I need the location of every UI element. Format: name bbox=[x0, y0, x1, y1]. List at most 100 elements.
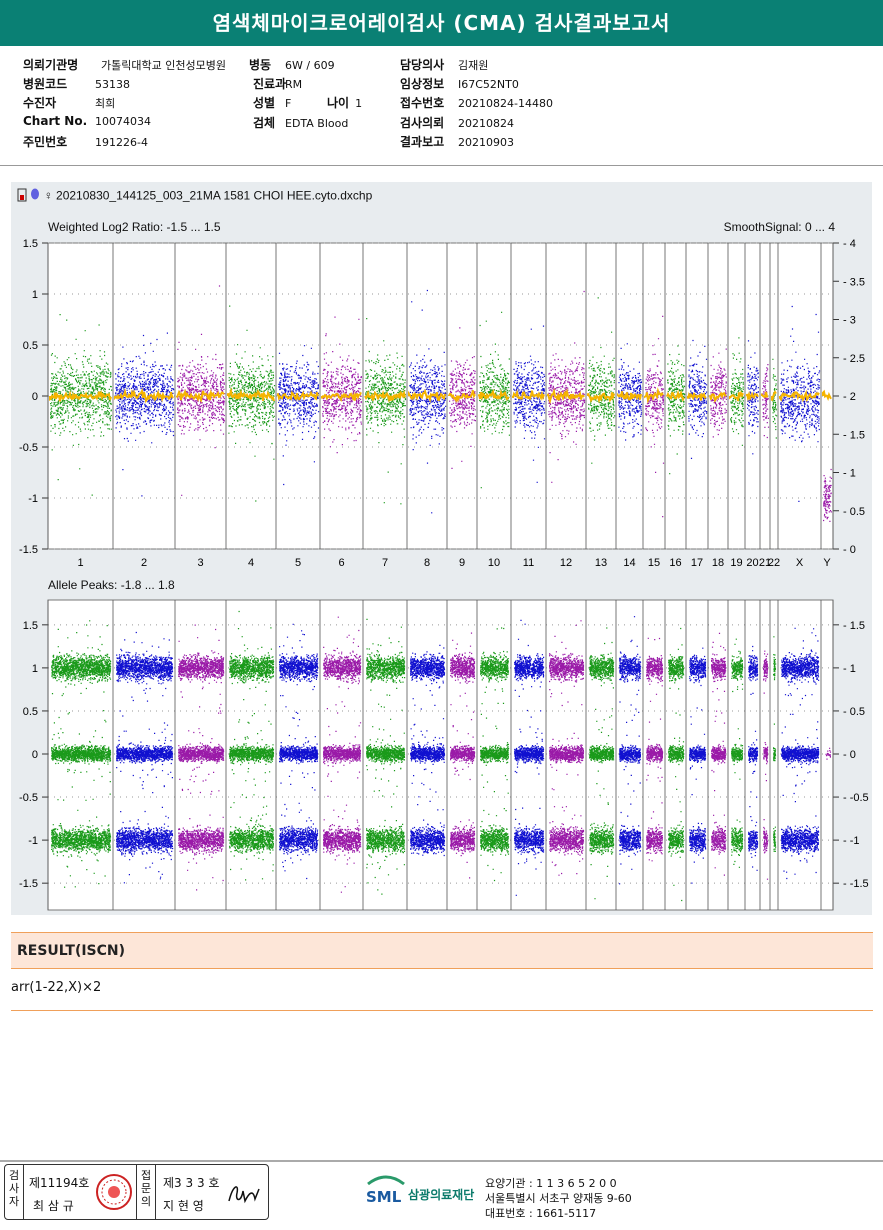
chromosome-label-19: 19 bbox=[730, 557, 742, 569]
org-name: 삼광의료재단 bbox=[408, 1188, 475, 1202]
top-left-tick-label: 0.5 bbox=[23, 340, 38, 352]
bottom-plot-title: Allele Peaks: -1.8 ... 1.8 bbox=[48, 578, 175, 592]
top-right-tick-label: - 0.5 bbox=[843, 506, 865, 518]
info-ward: 병동 6W / 609 bbox=[249, 58, 335, 72]
svg-text:SML: SML bbox=[366, 1188, 402, 1206]
bottom-left-tick-label: 1 bbox=[32, 663, 38, 675]
bottom-left-tick-label: -0.5 bbox=[19, 792, 38, 804]
top-right-tick-label: - 4 bbox=[843, 238, 856, 250]
info-patient-name: 수진자 최희 bbox=[23, 96, 116, 110]
top-right-tick-label: - 2.5 bbox=[843, 353, 865, 365]
info-requesting-hospital: 의뢰기관명 가톨릭대학교 인천성모병원 bbox=[23, 58, 226, 72]
chromosome-label-Y: Y bbox=[823, 557, 831, 569]
bottom-left-tick-label: 0 bbox=[32, 749, 38, 761]
allele-peaks-scatter bbox=[51, 610, 832, 902]
info-clinical: 임상정보 I67C52NT0 bbox=[400, 77, 519, 91]
signature-box: 검사자 제11194호 최 삼 규 접문의 제3 3 3 호 지 현 영 bbox=[4, 1164, 269, 1220]
chromosome-label-10: 10 bbox=[488, 557, 500, 569]
info-sex: 성별 F bbox=[253, 96, 292, 110]
chromosome-label-8: 8 bbox=[424, 557, 430, 569]
info-hospital-code: 병원코드 53138 bbox=[23, 77, 130, 91]
top-left-tick-label: 1.5 bbox=[23, 238, 38, 250]
bottom-right-tick-label: - 0 bbox=[843, 749, 856, 761]
confirmer-label: 접문의 bbox=[140, 1169, 152, 1208]
confirmer-name: 지 현 영 bbox=[163, 1199, 204, 1213]
top-plot-right-title: SmoothSignal: 0 ... 4 bbox=[723, 220, 835, 234]
info-specimen: 검체 EDTA Blood bbox=[253, 116, 349, 130]
plot-filename: 20210830_144125_003_21MA 1581 CHOI HEE.c… bbox=[56, 188, 373, 203]
top-left-tick-label: 1 bbox=[32, 289, 38, 301]
result-iscn: arr(1-22,X)×2 bbox=[11, 980, 102, 995]
bottom-right-tick-label: - -0.5 bbox=[843, 792, 869, 804]
chromosome-label-2: 2 bbox=[141, 557, 147, 569]
top-left-tick-label: -1.5 bbox=[19, 544, 38, 556]
info-resident-no: 주민번호 191226-4 bbox=[23, 135, 148, 149]
result-divider bbox=[11, 1010, 873, 1011]
org-institution-code: 요양기관 : 1 1 3 6 5 2 0 0 bbox=[485, 1177, 617, 1190]
chromosome-label-X: X bbox=[796, 557, 804, 569]
org-phone: 대표번호 : 1661-5117 bbox=[485, 1207, 597, 1220]
chromosome-label-18: 18 bbox=[712, 557, 724, 569]
top-plot-title: Weighted Log2 Ratio: -1.5 ... 1.5 bbox=[48, 220, 221, 234]
chromosome-label-6: 6 bbox=[338, 557, 344, 569]
log2-ratio-scatter bbox=[49, 285, 832, 522]
sml-logo: SML bbox=[364, 1172, 408, 1216]
chromosome-label-16: 16 bbox=[669, 557, 681, 569]
bottom-right-tick-label: - 1.5 bbox=[843, 620, 865, 632]
footer-divider bbox=[0, 1160, 883, 1162]
top-right-tick-label: - 3 bbox=[843, 315, 856, 327]
info-doctor: 담당의사 김재원 bbox=[400, 58, 489, 72]
plot-file-header: ♀ 20210830_144125_003_21MA 1581 CHOI HEE… bbox=[17, 188, 372, 205]
top-left-tick-label: -1 bbox=[28, 493, 38, 505]
chromosome-label-20: 20 bbox=[746, 557, 758, 569]
org-address: 서울특별시 서초구 양재동 9-60 bbox=[485, 1192, 632, 1205]
bottom-right-tick-label: - 1 bbox=[843, 663, 856, 675]
cma-plot-panel: ♀ 20210830_144125_003_21MA 1581 CHOI HEE… bbox=[11, 182, 872, 915]
top-right-tick-label: - 1 bbox=[843, 468, 856, 480]
inspector-label: 검사자 bbox=[8, 1169, 20, 1208]
info-report-date: 결과보고 20210903 bbox=[400, 135, 514, 149]
info-department: 진료과RM bbox=[253, 77, 303, 91]
bottom-left-tick-label: 0.5 bbox=[23, 706, 38, 718]
chromosome-label-21: 21 bbox=[759, 557, 771, 569]
confirmer-license: 제3 3 3 호 bbox=[163, 1176, 220, 1190]
official-seal-icon bbox=[95, 1173, 133, 1215]
chromosome-label-12: 12 bbox=[560, 557, 572, 569]
top-left-tick-label: 0 bbox=[32, 391, 38, 403]
top-right-tick-label: - 2 bbox=[843, 391, 856, 403]
patient-info: 의뢰기관명 가톨릭대학교 인천성모병원 병원코드 53138 수진자 최희 Chart… bbox=[0, 48, 883, 166]
chromosome-label-15: 15 bbox=[648, 557, 660, 569]
chromosome-label-22: 22 bbox=[768, 557, 780, 569]
chromosome-label-11: 11 bbox=[523, 557, 534, 569]
chromosome-label-7: 7 bbox=[382, 557, 388, 569]
sex-symbol: ♀ bbox=[43, 188, 53, 203]
inspector-name: 최 삼 규 bbox=[33, 1199, 74, 1213]
info-receipt-no: 접수번호 20210824-14480 bbox=[400, 96, 553, 110]
chromosome-label-13: 13 bbox=[595, 557, 607, 569]
chromosome-label-4: 4 bbox=[248, 557, 254, 569]
top-right-tick-label: - 0 bbox=[843, 544, 856, 556]
bottom-left-tick-label: -1.5 bbox=[19, 878, 38, 890]
bottom-left-tick-label: -1 bbox=[28, 835, 38, 847]
info-chart-no: Chart No. 10074034 bbox=[23, 114, 151, 128]
chromosome-label-17: 17 bbox=[691, 557, 703, 569]
inspector-license: 제11194호 bbox=[29, 1176, 90, 1190]
chromosome-label-5: 5 bbox=[295, 557, 301, 569]
result-header: RESULT(ISCN) bbox=[11, 932, 873, 969]
info-request-date: 검사의뢰 20210824 bbox=[400, 116, 514, 130]
top-right-tick-label: - 1.5 bbox=[843, 429, 865, 441]
chromosome-label-3: 3 bbox=[197, 557, 203, 569]
report-title: 염색체마이크로어레이검사 (CMA) 검사결과보고서 bbox=[0, 0, 883, 46]
bottom-right-tick-label: - 0.5 bbox=[843, 706, 865, 718]
chromosome-label-14: 14 bbox=[623, 557, 635, 569]
bottom-right-tick-label: - -1.5 bbox=[843, 878, 869, 890]
cma-plots: 1.5 1 0.5 0 -0.5 -1 -1.5 - 4 - 3.5 - 3 - 2.5 - 2 - 1… bbox=[19, 238, 869, 911]
top-right-tick-label: - 3.5 bbox=[843, 276, 865, 288]
sample-tube-icon bbox=[17, 188, 27, 205]
chromosome-label-9: 9 bbox=[459, 557, 465, 569]
info-age: 나이 1 bbox=[327, 96, 363, 110]
top-left-tick-label: -0.5 bbox=[19, 442, 38, 454]
bottom-right-tick-label: - -1 bbox=[843, 835, 860, 847]
chromosome-label-1: 1 bbox=[77, 557, 83, 569]
bottom-left-tick-label: 1.5 bbox=[23, 620, 38, 632]
